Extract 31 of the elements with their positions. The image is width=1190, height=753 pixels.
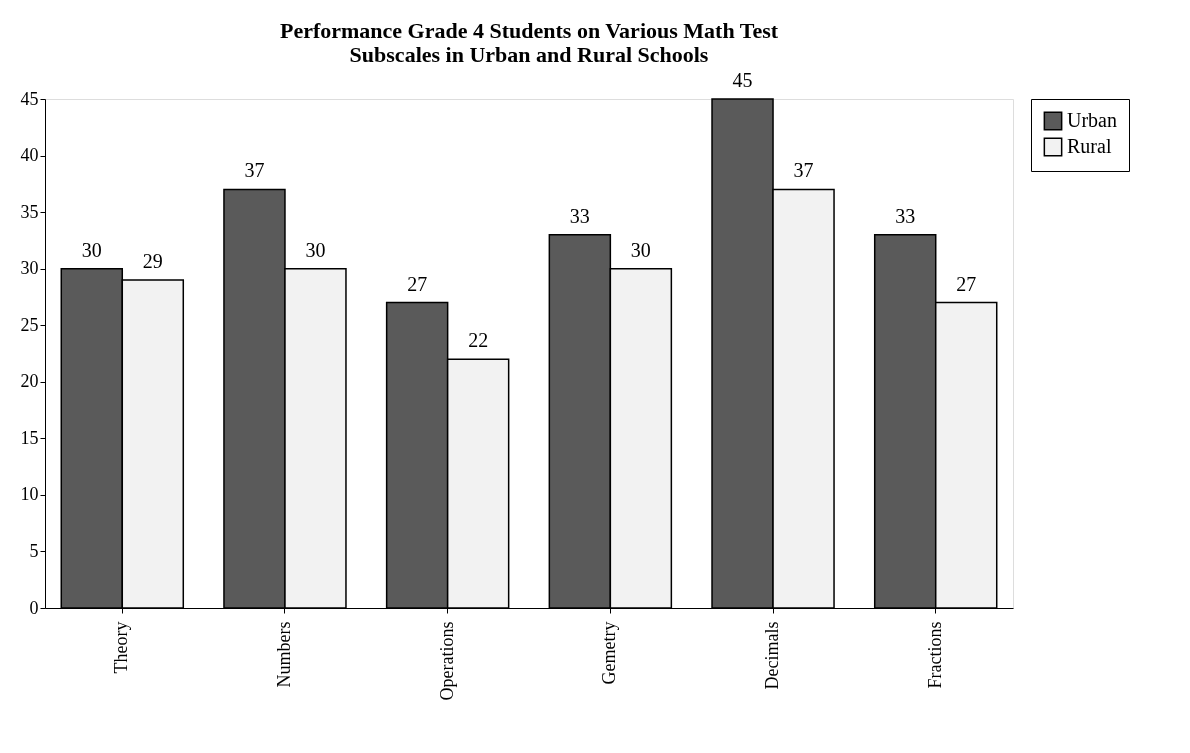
data-label: 33 [569,204,590,227]
data-label: 27 [407,272,428,295]
y-tick-label: 40 [20,145,39,166]
data-label: 30 [630,238,651,261]
y-tick-label: 15 [20,427,39,448]
data-label: 30 [81,238,102,261]
data-label: 29 [142,249,163,272]
legend-label: Rural [1067,135,1112,157]
data-label: 27 [956,272,977,295]
x-tick-label: Operations [436,621,457,701]
x-tick-label: Fractions [924,621,945,689]
data-label: 37 [793,159,814,182]
data-label: 37 [244,159,265,182]
x-tick-label: Decimals [762,621,783,690]
y-tick-label: 5 [29,540,39,561]
chart-title: Performance Grade 4 Students on Various Math Test Subscales in Urban and Rural Schools [279,18,779,67]
data-label: 22 [468,329,489,352]
y-tick-label: 20 [20,371,39,392]
x-tick-label: Gemetry [599,621,620,685]
y-tick-label: 30 [20,258,39,279]
x-tick-label: Theory [111,621,132,674]
x-tick-label: Numbers [273,621,294,688]
data-label: 33 [895,204,916,227]
legend-label: Urban [1067,109,1117,131]
y-tick-label: 45 [20,88,39,109]
y-tick-label: 35 [20,201,39,222]
y-tick-label: 25 [20,314,39,335]
data-label: 45 [732,69,753,91]
data-label: 30 [305,238,326,261]
y-tick-label: 0 [29,597,39,618]
y-tick-label: 10 [20,484,39,505]
